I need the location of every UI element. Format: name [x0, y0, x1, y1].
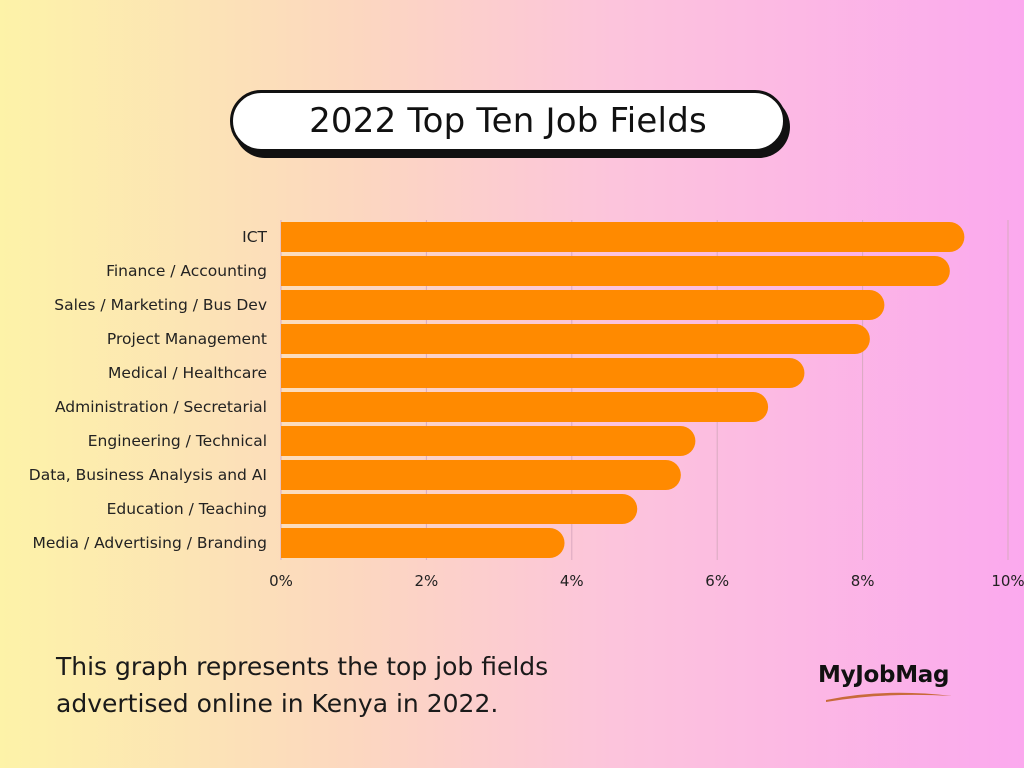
category-label: Project Management: [107, 330, 267, 348]
bar: [281, 460, 681, 490]
x-tick-label: 8%: [851, 572, 875, 590]
bar: [281, 426, 696, 456]
x-tick-label: 0%: [269, 572, 293, 590]
category-label: Finance / Accounting: [106, 262, 267, 280]
category-label: Sales / Marketing / Bus Dev: [54, 296, 267, 314]
bar: [281, 290, 885, 320]
category-label: ICT: [242, 228, 267, 246]
x-tick-label: 6%: [705, 572, 729, 590]
x-tick-label: 4%: [560, 572, 584, 590]
myjobmag-logo: MyJobMag: [818, 660, 958, 710]
bar-chart: 0% 2% 4% 6% 8% 10% ICT Finance / Accounting Sale…: [29, 220, 1024, 590]
bar: [281, 392, 769, 422]
logo-text: MyJobMag: [818, 662, 950, 688]
category-label: Media / Advertising / Branding: [32, 534, 267, 552]
x-tick-label: 2%: [415, 572, 439, 590]
bar: [281, 358, 805, 388]
bar: [281, 222, 965, 252]
bar: [281, 256, 950, 286]
category-label: Data, Business Analysis and AI: [29, 466, 267, 484]
title-box: 2022 Top Ten Job Fields: [230, 90, 786, 152]
category-label: Medical / Healthcare: [108, 364, 267, 382]
chart-title: 2022 Top Ten Job Fields: [309, 101, 707, 141]
chart-title-banner: 2022 Top Ten Job Fields: [230, 90, 790, 158]
bar: [281, 494, 638, 524]
bar: [281, 528, 565, 558]
chart-caption: This graph represents the top job fields…: [56, 652, 549, 718]
category-label: Engineering / Technical: [88, 432, 267, 450]
logo-swoosh-icon: [826, 692, 952, 702]
category-label: Administration / Secretarial: [55, 398, 267, 416]
x-tick-label: 10%: [991, 572, 1024, 590]
category-label: Education / Teaching: [107, 500, 267, 518]
bar: [281, 324, 870, 354]
